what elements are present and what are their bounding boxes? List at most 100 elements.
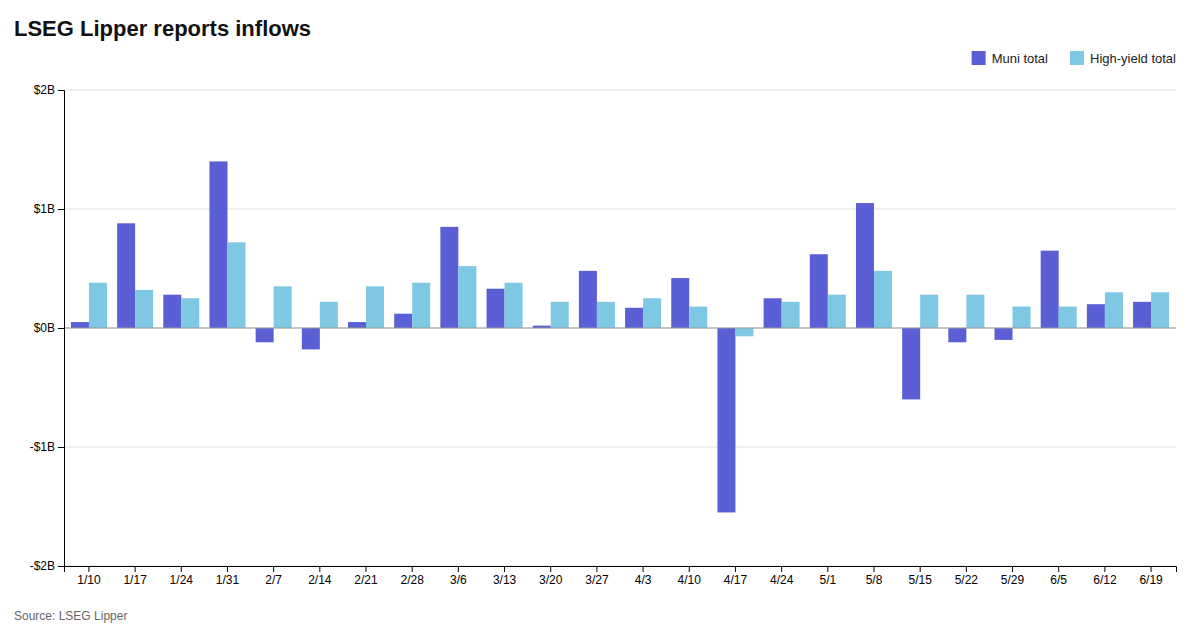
tick-label: 3/20 bbox=[539, 573, 563, 587]
tick-label: 2/14 bbox=[308, 573, 332, 587]
tick-mark bbox=[689, 566, 690, 572]
tick-mark bbox=[1058, 566, 1059, 572]
tick-mark bbox=[504, 566, 505, 572]
bar bbox=[458, 266, 476, 328]
legend-swatch bbox=[972, 51, 986, 65]
bar bbox=[227, 242, 245, 328]
tick-label: 5/1 bbox=[819, 573, 836, 587]
bar bbox=[209, 161, 227, 328]
bar bbox=[995, 328, 1013, 340]
tick: -$1B bbox=[30, 440, 64, 454]
tick-mark bbox=[58, 566, 64, 567]
bar bbox=[487, 289, 505, 328]
bar bbox=[135, 290, 153, 328]
bar bbox=[1041, 251, 1059, 328]
bar bbox=[856, 203, 874, 328]
bar bbox=[828, 295, 846, 328]
bar bbox=[302, 328, 320, 349]
bar bbox=[348, 322, 366, 328]
tick-mark bbox=[181, 566, 182, 572]
bar bbox=[71, 322, 89, 328]
bar bbox=[764, 298, 782, 328]
tick-mark bbox=[1104, 566, 1105, 572]
tick: 3/20 bbox=[539, 566, 563, 587]
bar bbox=[597, 302, 615, 328]
tick-label: 5/22 bbox=[955, 573, 979, 587]
tick: 1/10 bbox=[77, 566, 101, 587]
tick-label: 3/6 bbox=[450, 573, 467, 587]
tick-label: 3/13 bbox=[493, 573, 517, 587]
tick-label: 4/10 bbox=[678, 573, 702, 587]
grid bbox=[64, 90, 1176, 566]
legend-item: High-yield total bbox=[1070, 51, 1176, 66]
tick-mark bbox=[58, 90, 64, 91]
bar bbox=[920, 295, 938, 328]
tick-mark bbox=[273, 566, 274, 572]
tick-label: 5/8 bbox=[866, 573, 883, 587]
tick-mark bbox=[58, 209, 64, 210]
x-axis: 1/101/171/241/312/72/142/212/283/63/133/… bbox=[65, 566, 1177, 587]
tick-mark bbox=[58, 328, 64, 329]
bar bbox=[1133, 302, 1151, 328]
bar bbox=[1059, 307, 1077, 328]
tick-label: 6/12 bbox=[1093, 573, 1117, 587]
grid-line bbox=[64, 90, 1176, 91]
tick: 3/6 bbox=[450, 566, 467, 587]
tick-mark bbox=[319, 566, 320, 572]
bar bbox=[1105, 292, 1123, 328]
tick: 6/12 bbox=[1093, 566, 1117, 587]
tick-mark bbox=[827, 566, 828, 572]
legend-label: High-yield total bbox=[1090, 51, 1176, 66]
tick-mark bbox=[873, 566, 874, 572]
tick: 4/10 bbox=[678, 566, 702, 587]
series bbox=[71, 161, 1151, 512]
tick: 2/14 bbox=[308, 566, 332, 587]
bar bbox=[671, 278, 689, 328]
tick-label: 1/31 bbox=[216, 573, 240, 587]
zero-line bbox=[64, 328, 1176, 329]
tick: $2B bbox=[34, 83, 64, 97]
legend-swatch bbox=[1070, 51, 1084, 65]
tick-label: $0B bbox=[34, 321, 55, 335]
tick: $0B bbox=[34, 321, 64, 335]
tick-mark bbox=[735, 566, 736, 572]
tick-mark bbox=[596, 566, 597, 572]
tick: 1/24 bbox=[170, 566, 194, 587]
tick: 4/24 bbox=[770, 566, 794, 587]
bar bbox=[366, 286, 384, 328]
tick: 4/3 bbox=[635, 566, 652, 587]
tick-label: $2B bbox=[34, 83, 55, 97]
tick-mark bbox=[88, 566, 89, 572]
tick: 5/8 bbox=[866, 566, 883, 587]
tick: 6/5 bbox=[1050, 566, 1067, 587]
bar bbox=[551, 302, 569, 328]
bar bbox=[412, 283, 430, 328]
annotation: Source: LSEG Lipper bbox=[14, 609, 127, 623]
tick: -$2B bbox=[30, 559, 64, 573]
tick-mark bbox=[135, 566, 136, 572]
bar bbox=[394, 314, 412, 328]
tick-label: 5/15 bbox=[908, 573, 932, 587]
tick-label: 2/21 bbox=[354, 573, 378, 587]
tick-label: 4/17 bbox=[724, 573, 748, 587]
bar bbox=[810, 254, 828, 328]
legend-label: Muni total bbox=[992, 51, 1048, 66]
bar bbox=[643, 298, 661, 328]
bar bbox=[689, 307, 707, 328]
bar bbox=[256, 328, 274, 342]
plot: -$2B-$1B$0B$1B$2B1/101/171/241/312/72/14… bbox=[30, 83, 1177, 586]
tick-label: $1B bbox=[34, 202, 55, 216]
bar bbox=[902, 328, 920, 399]
bar bbox=[89, 283, 107, 328]
tick-label: 4/3 bbox=[635, 573, 652, 587]
tick: 2/21 bbox=[354, 566, 378, 587]
tick-label: 1/10 bbox=[77, 573, 101, 587]
tick: 5/15 bbox=[908, 566, 932, 587]
tick-mark bbox=[550, 566, 551, 572]
tick-mark bbox=[643, 566, 644, 572]
axis-line bbox=[58, 91, 65, 567]
bar bbox=[163, 295, 181, 328]
bar bbox=[874, 271, 892, 328]
tick-label: 5/29 bbox=[1001, 573, 1025, 587]
tick: 3/27 bbox=[585, 566, 609, 587]
